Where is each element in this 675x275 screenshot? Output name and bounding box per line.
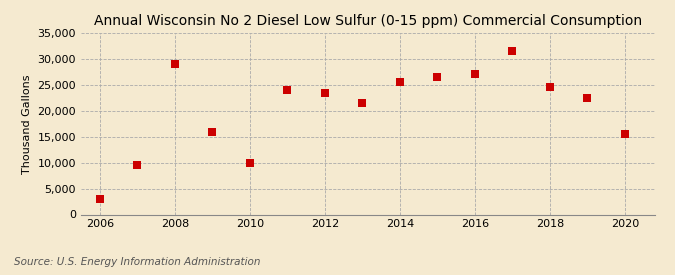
Text: Source: U.S. Energy Information Administration: Source: U.S. Energy Information Administ… xyxy=(14,257,260,267)
Point xyxy=(207,129,217,134)
Point xyxy=(507,49,518,53)
Point xyxy=(319,90,330,95)
Point xyxy=(620,132,630,136)
Point xyxy=(244,160,255,165)
Point xyxy=(582,96,593,100)
Point xyxy=(282,88,293,92)
Y-axis label: Thousand Gallons: Thousand Gallons xyxy=(22,74,32,174)
Point xyxy=(544,85,555,90)
Point xyxy=(169,62,180,66)
Point xyxy=(95,197,105,201)
Point xyxy=(357,101,368,105)
Point xyxy=(132,163,142,167)
Point xyxy=(432,75,443,79)
Point xyxy=(469,72,480,77)
Point xyxy=(394,80,405,84)
Title: Annual Wisconsin No 2 Diesel Low Sulfur (0-15 ppm) Commercial Consumption: Annual Wisconsin No 2 Diesel Low Sulfur … xyxy=(94,14,642,28)
